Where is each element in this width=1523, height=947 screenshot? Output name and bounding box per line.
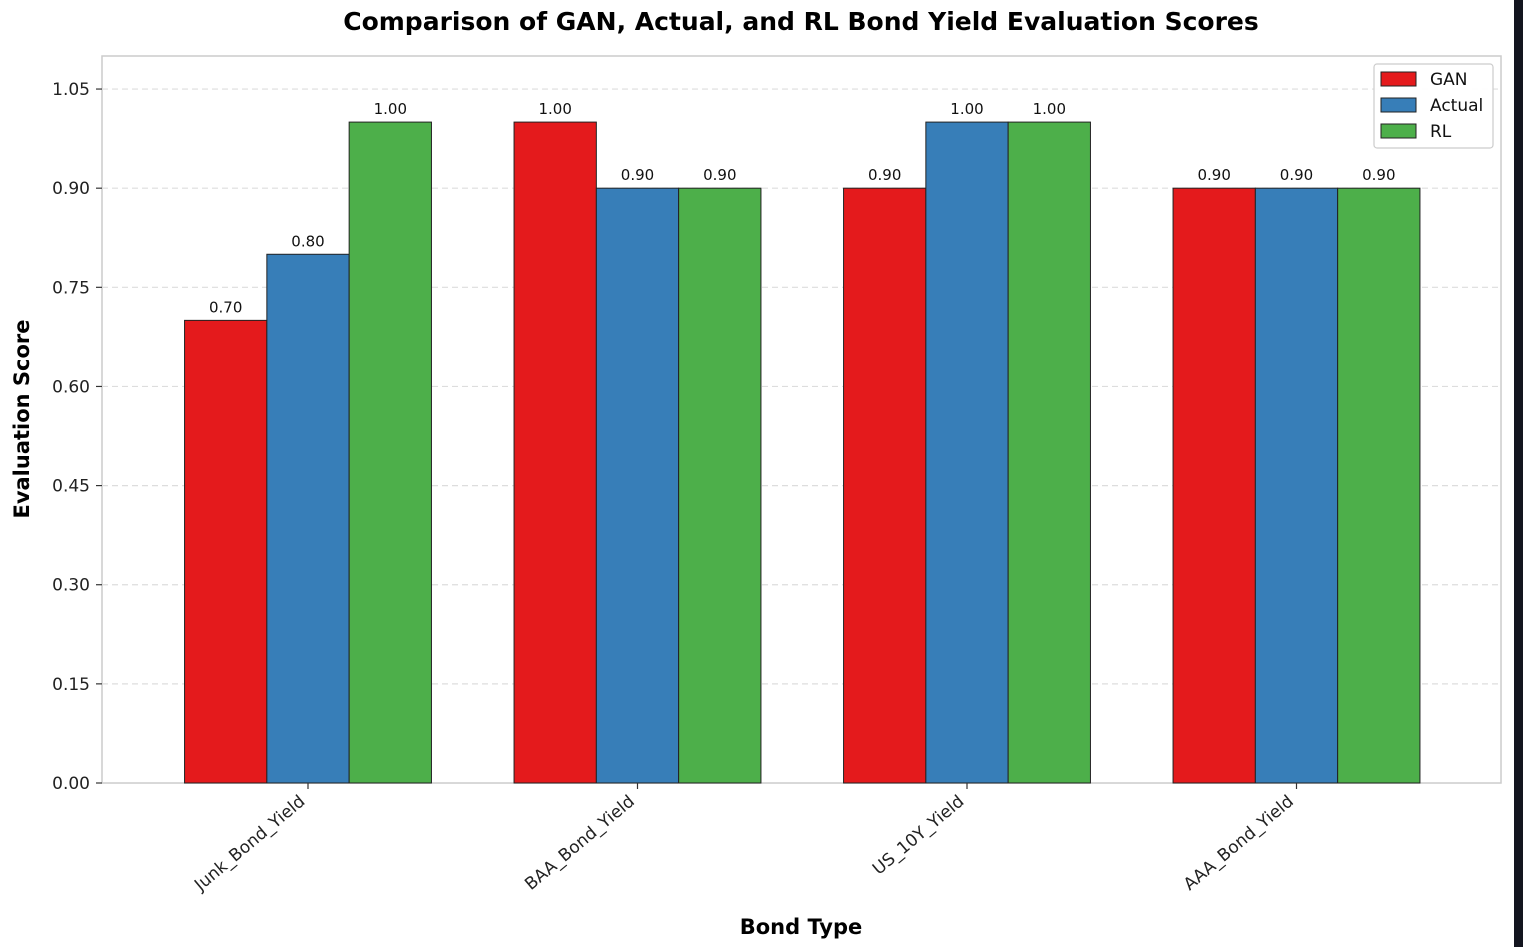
value-label: 0.80: [291, 232, 324, 250]
value-label: 1.00: [538, 100, 571, 118]
legend-swatch-gan: [1380, 71, 1417, 87]
bar-actual: [595, 187, 680, 784]
legend-label: GAN: [1430, 70, 1468, 90]
x-tick-label: BAA_Bond_Yield: [521, 792, 638, 895]
legend-label: RL: [1430, 122, 1452, 142]
x-tick-label: AAA_Bond_Yield: [1180, 792, 1298, 895]
chart-title: Comparison of GAN, Actual, and RL Bond Y…: [343, 7, 1259, 36]
x-axis-label: Bond Type: [740, 915, 863, 939]
value-label: 1.00: [950, 100, 983, 118]
value-label: 0.90: [703, 166, 736, 184]
bars: [184, 121, 1421, 784]
value-labels: 0.70 0.80 1.00 1.00 0.90 0.90 0.90 1.00 1.00 0.90…: [209, 100, 1396, 316]
x-axis-ticks: Junk_Bond_Yield BAA_Bond_Yield US_10Y_Yiel…: [190, 783, 1298, 896]
y-tick-label: 0.75: [52, 278, 90, 298]
y-tick-label: 0.90: [52, 179, 90, 199]
value-label: 0.90: [1280, 166, 1313, 184]
x-tick-label: US_10Y_Yield: [869, 792, 968, 880]
bar-actual: [1254, 187, 1339, 784]
legend-label: Actual: [1430, 96, 1483, 116]
value-label: 0.90: [1197, 166, 1230, 184]
y-tick-label: 0.60: [52, 377, 90, 397]
window-edge: [1514, 0, 1523, 947]
y-tick-label: 0.30: [52, 576, 90, 596]
bar-rl: [678, 187, 762, 784]
value-label: 0.90: [1362, 166, 1395, 184]
bar-actual: [925, 121, 1009, 784]
value-label: 1.00: [1033, 100, 1066, 118]
value-label: 1.00: [374, 100, 407, 118]
y-tick-label: 1.05: [52, 80, 90, 100]
legend-swatch-rl: [1380, 123, 1417, 139]
y-tick-label: 0.00: [52, 774, 90, 794]
bar-rl: [348, 121, 432, 784]
value-label: 0.70: [209, 298, 242, 316]
value-label: 0.90: [868, 166, 901, 184]
bar-gan: [1172, 187, 1256, 784]
bar-rl: [1337, 187, 1421, 784]
bar-gan: [513, 121, 597, 784]
legend: GAN Actual RL: [1373, 63, 1494, 149]
bar-rl: [1007, 121, 1091, 784]
y-tick-label: 0.15: [52, 675, 90, 695]
value-label: 0.90: [621, 166, 654, 184]
y-axis-label: Evaluation Score: [10, 319, 34, 518]
legend-swatch-actual: [1380, 97, 1417, 113]
y-tick-label: 0.45: [52, 477, 90, 497]
y-axis-ticks: 0.00 0.15 0.30 0.45 0.60 0.75 0.90 1.05: [52, 80, 102, 794]
x-tick-label: Junk_Bond_Yield: [190, 792, 309, 896]
bar-gan: [843, 187, 927, 784]
bar-gan: [184, 319, 268, 784]
bar-actual: [266, 253, 350, 784]
